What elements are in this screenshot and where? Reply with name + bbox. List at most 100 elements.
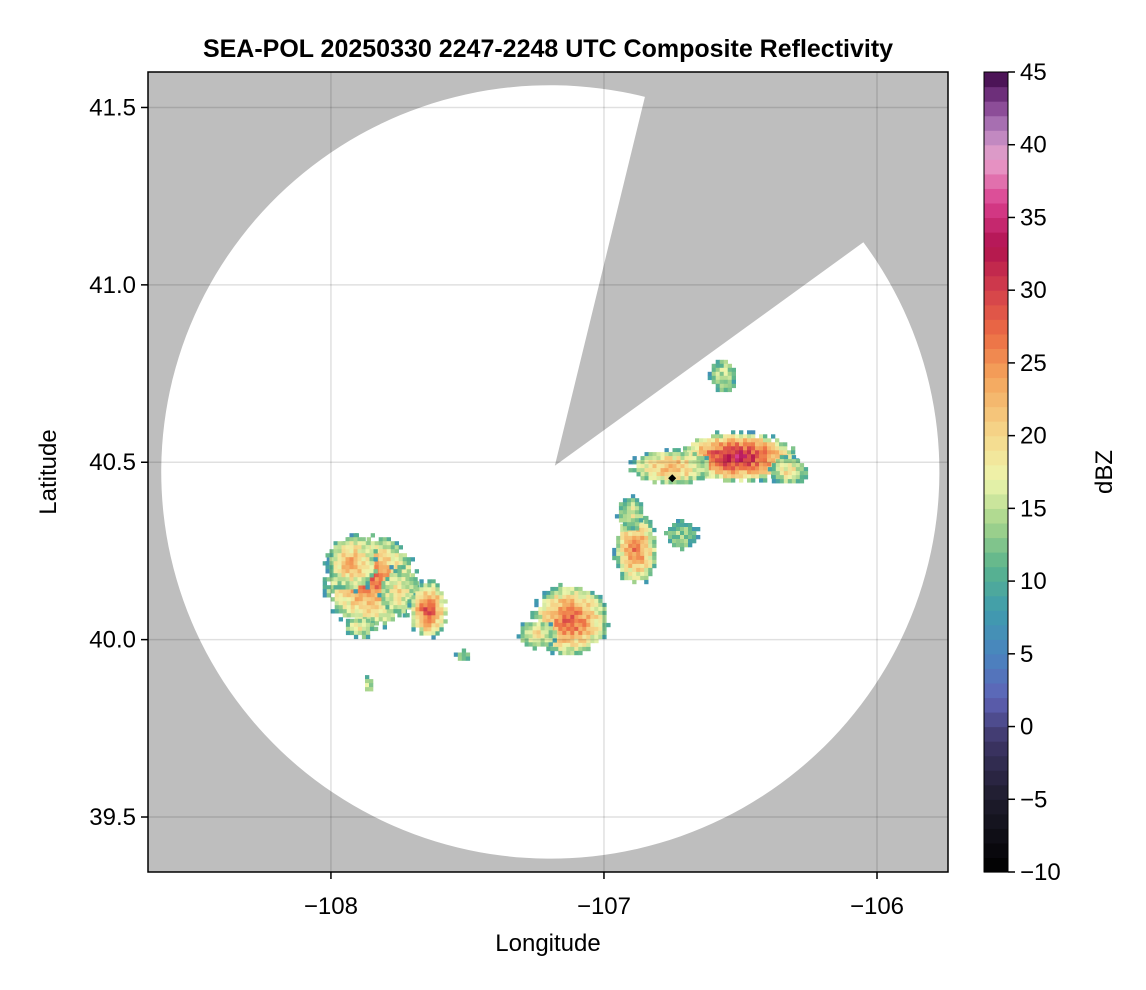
echo-pixel [544, 638, 549, 643]
echo-pixel [393, 569, 398, 574]
echo-pixel [731, 470, 736, 475]
echo-pixel [632, 571, 637, 577]
echo-pixel [616, 559, 621, 565]
echo-pixel [590, 594, 595, 600]
echo-pixel [337, 573, 342, 578]
echo-pixel [763, 470, 768, 475]
echo-pixel [672, 527, 677, 532]
echo-pixel [325, 569, 330, 574]
echo-pixel [562, 638, 567, 644]
echo-pixel [415, 615, 420, 620]
colorbar-swatch [984, 828, 1008, 844]
echo-pixel [435, 627, 440, 632]
echo-pixel [398, 557, 403, 562]
echo-pixel [723, 387, 728, 393]
echo-pixel [382, 605, 387, 610]
echo-pixel [644, 555, 649, 561]
echo-pixel [684, 464, 689, 469]
echo-pixel [632, 579, 637, 585]
echo-pixel [664, 452, 669, 457]
echo-pixel [620, 563, 625, 569]
echo-pixel [614, 514, 620, 519]
echo-pixel [558, 614, 563, 620]
echo-pixel [715, 363, 720, 369]
echo-pixel [410, 557, 415, 562]
echo-pixel [598, 610, 603, 616]
echo-pixel [711, 438, 716, 443]
echo-pixel [423, 619, 428, 624]
colorbar-swatch [984, 842, 1008, 859]
echo-pixel [574, 634, 579, 640]
echo-pixel [699, 442, 704, 447]
echo-pixel [751, 470, 756, 475]
colorbar-swatch [984, 144, 1008, 160]
colorbar-swatch [984, 682, 1008, 699]
echo-pixel [353, 634, 359, 640]
echo-pixel [644, 527, 649, 533]
echo-pixel [775, 471, 781, 476]
echo-pixel [759, 446, 764, 451]
echo-pixel [640, 527, 645, 533]
echo-pixel [711, 371, 716, 377]
echo-pixel [345, 630, 351, 636]
echo-pixel [620, 571, 625, 577]
echo-cell [767, 455, 809, 484]
echo-pixel [366, 597, 371, 602]
echo-pixel [357, 537, 362, 542]
echo-pixel [723, 474, 728, 479]
echo-pixel [558, 582, 563, 588]
echo-pixel [427, 623, 432, 628]
echo-pixel [731, 450, 736, 455]
echo-pixel [644, 476, 649, 481]
echo-pixel [341, 561, 346, 566]
echo-pixel [771, 454, 776, 459]
echo-pixel [688, 456, 693, 461]
echo-pixel [382, 617, 387, 622]
echo-pixel [624, 543, 629, 549]
echo-pixel [337, 557, 342, 562]
echo-pixel [634, 514, 640, 519]
echo-pixel [378, 605, 383, 610]
colorbar-tick-label: 30 [1020, 277, 1047, 304]
echo-pixel [349, 618, 355, 624]
echo-pixel [378, 581, 383, 586]
echo-pixel [731, 462, 736, 467]
echo-cell [614, 494, 644, 531]
echo-pixel [398, 561, 403, 566]
echo-pixel [668, 452, 673, 457]
echo-pixel [365, 557, 370, 562]
echo-pixel [676, 543, 681, 548]
echo-pixel [337, 577, 342, 582]
echo-pixel [366, 541, 371, 546]
echo-pixel [598, 614, 603, 620]
echo-pixel [411, 595, 416, 600]
echo-pixel [775, 454, 780, 459]
echo-pixel [739, 470, 744, 475]
echo-pixel [751, 466, 756, 471]
echo-pixel [370, 577, 375, 582]
colorbar-swatch [984, 784, 1008, 800]
echo-pixel [419, 623, 424, 628]
echo-pixel [353, 618, 359, 624]
echo-pixel [435, 607, 440, 612]
echo-pixel [640, 559, 645, 565]
echo-pixel [341, 549, 346, 554]
echo-pixel [684, 539, 689, 544]
echo-pixel [723, 478, 728, 483]
echo-pixel [715, 462, 720, 467]
echo-pixel [715, 371, 720, 377]
echo-pixel [357, 565, 362, 570]
echo-pixel [350, 609, 355, 614]
echo-pixel [759, 458, 764, 463]
echo-pixel [357, 545, 362, 550]
echo-pixel [707, 474, 712, 479]
echo-pixel [548, 634, 553, 639]
echo-pixel [365, 553, 370, 558]
echo-pixel [415, 595, 420, 600]
echo-pixel [345, 557, 350, 562]
echo-pixel [652, 480, 657, 485]
echo-pixel [406, 561, 411, 566]
echo-pixel [389, 593, 394, 598]
echo-pixel [636, 539, 641, 545]
